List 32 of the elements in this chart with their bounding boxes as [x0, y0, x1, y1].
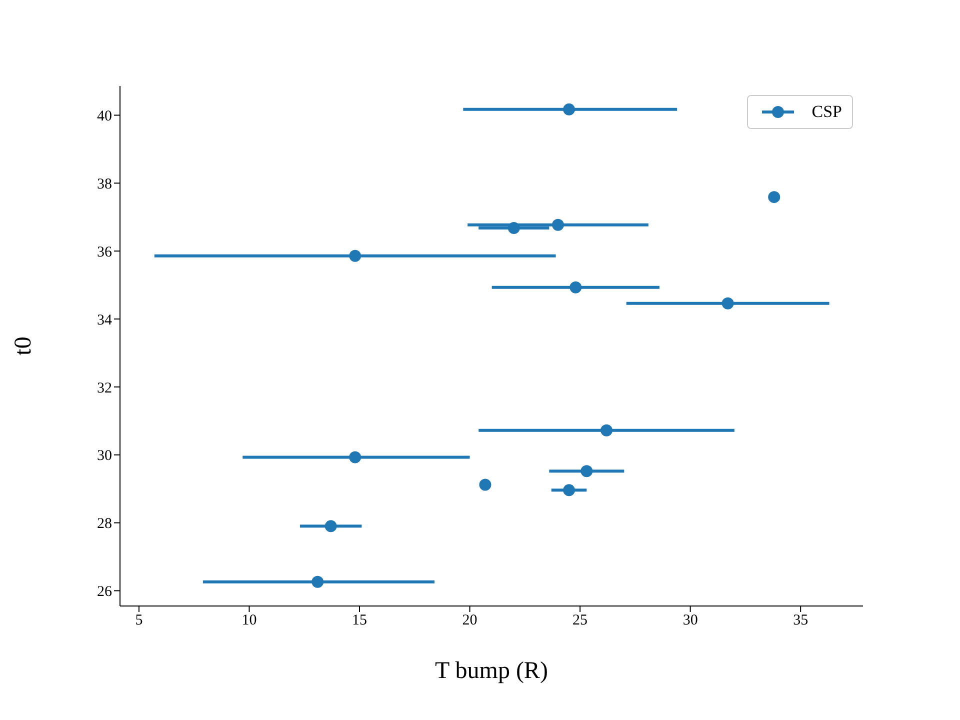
point [479, 478, 492, 491]
y-tick-label: 36 [97, 244, 112, 260]
x-tick-label: 5 [135, 612, 143, 629]
x-tick-label: 25 [572, 612, 588, 629]
x-tick-label: 10 [242, 612, 257, 629]
point [722, 297, 734, 310]
point [349, 451, 362, 464]
y-tick-label: 30 [97, 448, 112, 464]
x-tick-label: 35 [793, 612, 808, 629]
point [349, 250, 362, 262]
point [600, 424, 613, 436]
y-tick-label: 28 [97, 516, 112, 532]
y-tick-label: 32 [97, 380, 112, 396]
legend-label: CSP [812, 102, 842, 122]
x-tick-label: 20 [462, 612, 478, 629]
point [580, 465, 593, 478]
point [768, 191, 780, 204]
y-tick-label: 34 [97, 312, 112, 328]
x-tick-label: 30 [682, 612, 698, 629]
y-tick-label: 40 [97, 108, 112, 125]
point [312, 576, 324, 588]
y-tick-label: 38 [97, 176, 112, 192]
y-tick-label: 26 [97, 584, 112, 600]
y-axis-title: t0 [10, 336, 37, 356]
point [570, 281, 582, 294]
point [563, 103, 576, 116]
x-axis-title: T bump (R) [435, 658, 548, 684]
x-tick-label: 15 [352, 612, 368, 629]
point [563, 484, 576, 496]
point [552, 218, 564, 231]
point [324, 520, 337, 532]
point [508, 222, 520, 234]
